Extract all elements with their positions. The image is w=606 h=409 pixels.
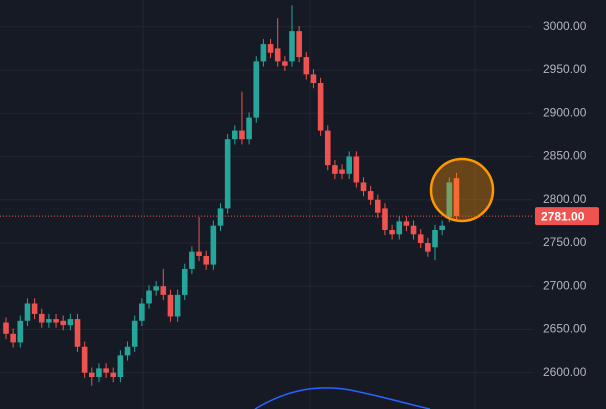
candle-body — [267, 44, 274, 53]
y-tick-label: 2850.00 — [543, 149, 587, 163]
candle-body — [324, 130, 331, 166]
candle-body — [131, 320, 138, 347]
last-price-tag — [535, 207, 599, 226]
candle-body — [110, 372, 117, 378]
candle-body — [189, 251, 195, 269]
y-tick-label: 2950.00 — [543, 62, 587, 76]
candle-body — [332, 165, 338, 174]
candle-body — [432, 230, 438, 248]
candle-body — [346, 156, 352, 174]
y-tick-label: 2750.00 — [543, 235, 587, 249]
candle-body — [303, 57, 310, 75]
y-tick-label: 2650.00 — [543, 322, 587, 336]
candle-body — [124, 346, 131, 356]
candle-body — [181, 268, 188, 295]
candle-body — [31, 303, 38, 314]
candle-body — [289, 31, 295, 62]
y-tick-label: 3000.00 — [543, 19, 587, 33]
candle-body — [232, 130, 238, 140]
highlight-circle — [429, 157, 495, 223]
candle-body — [360, 182, 367, 192]
candle-body — [153, 286, 159, 291]
y-tick-label: 2800.00 — [543, 192, 587, 206]
candle-body — [453, 178, 460, 217]
plot — [0, 5, 533, 386]
candle-body — [81, 346, 88, 373]
candle-body — [417, 234, 424, 243]
candle-body — [446, 182, 453, 218]
candle-body — [67, 319, 74, 326]
candle-body — [17, 320, 24, 343]
vertical-grid — [142, 0, 476, 409]
candle-body — [274, 48, 281, 62]
candle-body — [253, 61, 260, 118]
candle-body — [210, 225, 217, 265]
candle-body — [439, 225, 445, 231]
candle-body — [282, 61, 288, 66]
y-tick-label: 2600.00 — [543, 365, 587, 379]
candle-body — [375, 199, 381, 213]
candle-body — [410, 225, 417, 235]
candle-body — [196, 251, 202, 256]
candle-body — [260, 44, 267, 62]
candle-body — [117, 355, 124, 378]
candle-body — [203, 255, 209, 265]
last-price-label: 2781.00 — [541, 209, 585, 223]
candle-body — [217, 208, 224, 226]
candle-body — [367, 191, 374, 200]
candle-body — [53, 319, 59, 323]
candle-body — [246, 117, 252, 140]
candle-body — [60, 320, 66, 326]
candle-body — [38, 313, 45, 323]
candle-body — [24, 303, 31, 321]
candle-body — [425, 242, 431, 252]
candle-body — [103, 368, 109, 373]
candle-body — [389, 230, 395, 235]
candle-body — [317, 83, 324, 131]
candle-body — [10, 333, 16, 343]
y-tick-label: 2900.00 — [543, 105, 587, 119]
candle-body — [3, 322, 9, 334]
candle-body — [403, 221, 410, 226]
candle-body — [96, 368, 102, 378]
candle-body — [160, 286, 167, 295]
y-tick-label: 2700.00 — [543, 278, 587, 292]
candle-body — [224, 139, 231, 209]
candle-body — [146, 290, 152, 304]
candle-body — [339, 169, 345, 174]
candle-body — [167, 294, 174, 317]
candle-body — [89, 372, 95, 378]
candle-body — [310, 74, 317, 84]
candle-body — [174, 294, 181, 317]
candle-body — [74, 319, 81, 347]
candle-body — [296, 31, 302, 58]
indicator-line — [254, 387, 431, 409]
candle-body — [139, 303, 145, 321]
candle-body — [46, 319, 52, 323]
candle-body — [382, 208, 388, 231]
candle-body — [396, 221, 403, 235]
candle-body — [239, 130, 245, 140]
candle-body — [353, 156, 360, 183]
